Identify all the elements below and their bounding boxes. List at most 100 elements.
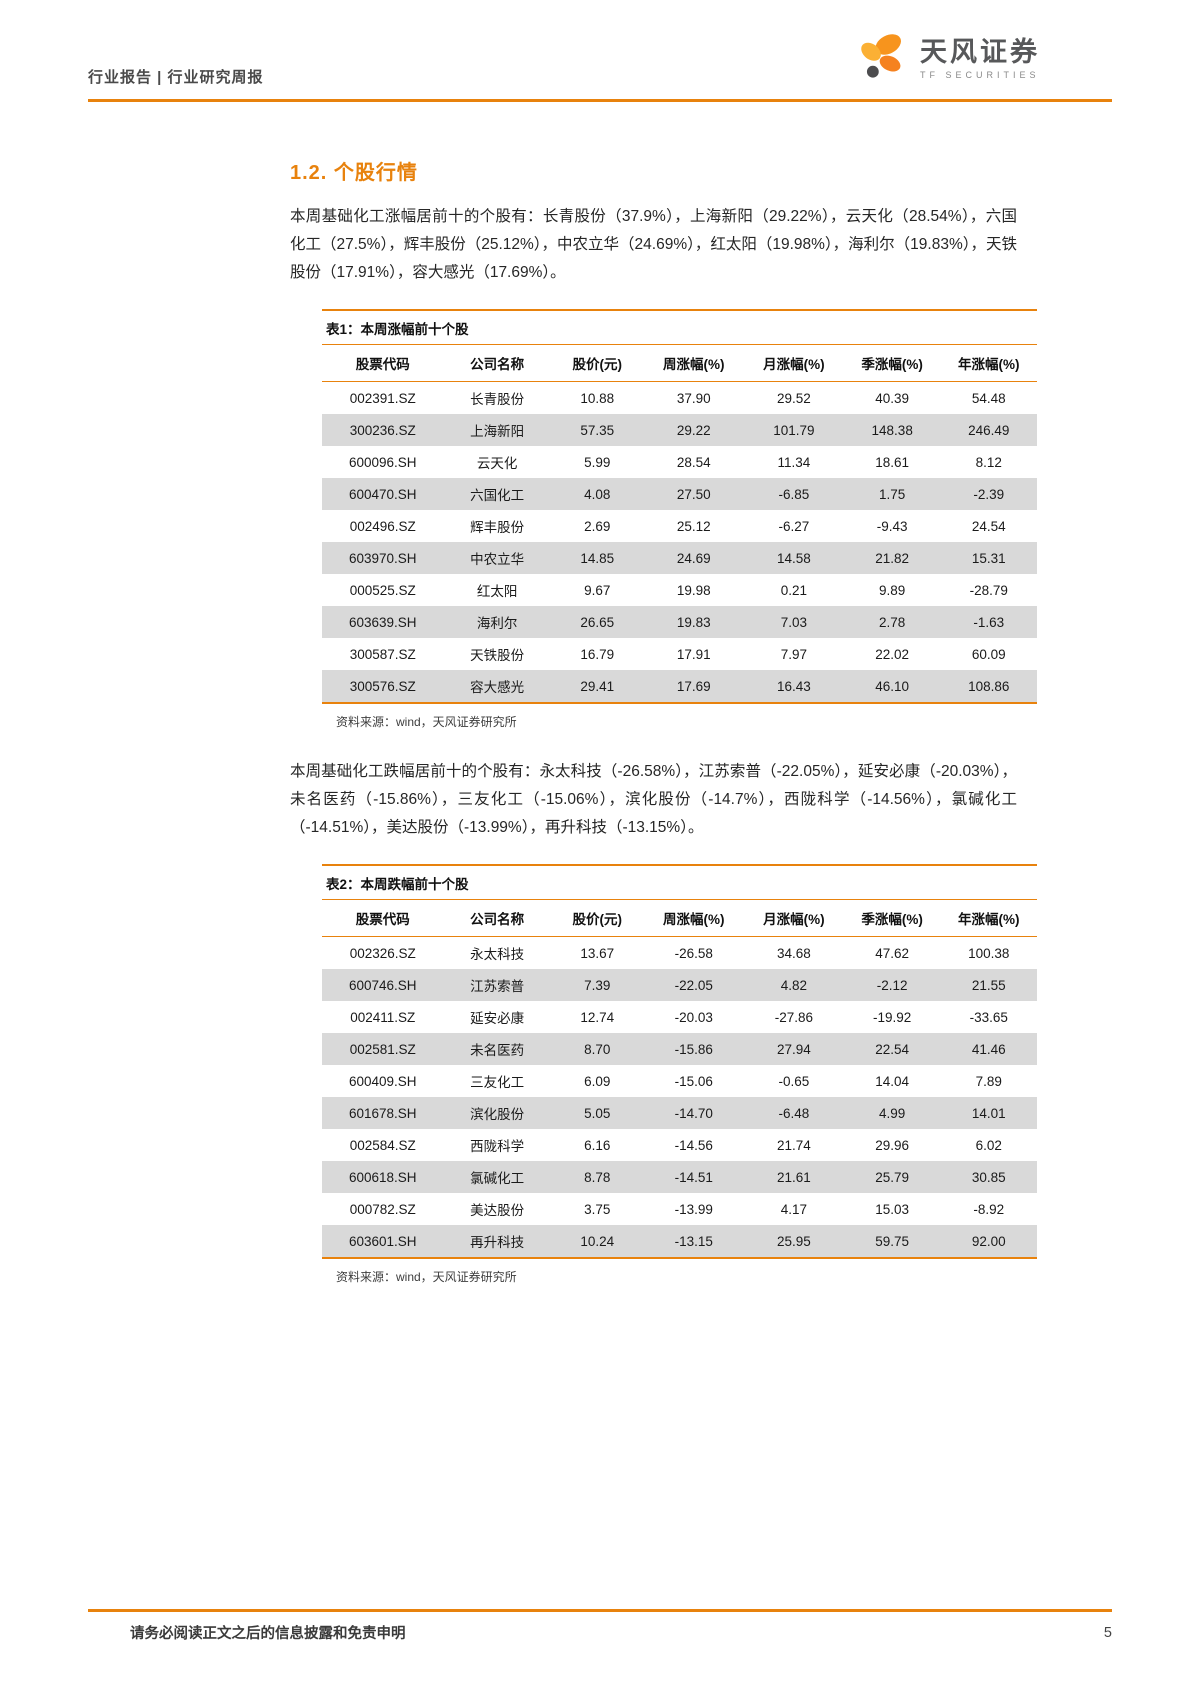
table-title: 表1：本周涨幅前十个股 [322, 309, 1037, 345]
company-name: 云天化 [476, 456, 518, 471]
month-change: 21.74 [776, 1137, 811, 1153]
price: 6.09 [584, 1073, 611, 1089]
quarter-change: 25.79 [875, 1169, 910, 1185]
year-change: 24.54 [971, 518, 1006, 534]
month-change: 16.43 [776, 678, 811, 694]
stock-row: 600470.SH 六国化工 4.08 27.50 -6.85 1.75 -2.39 [322, 478, 1037, 510]
stock-code: 002496.SZ [349, 518, 416, 534]
year-change: 15.31 [971, 550, 1006, 566]
price: 26.65 [580, 614, 615, 630]
week-change: -13.99 [674, 1201, 713, 1217]
month-change: 7.03 [780, 614, 808, 630]
quarter-change: 40.39 [875, 390, 910, 406]
stock-row: 300236.SZ 上海新阳 57.35 29.22 101.79 148.38 246.4… [322, 414, 1037, 446]
company-name: 天铁股份 [470, 648, 525, 663]
column-header: 月涨幅(%) [743, 345, 844, 382]
stock-code: 600096.SH [348, 454, 417, 470]
stock-row: 300587.SZ 天铁股份 16.79 17.91 7.97 22.02 60.09 [322, 638, 1037, 670]
report-type-label: 行业报告 | 行业研究周报 [88, 69, 264, 86]
stock-code: 000782.SZ [349, 1201, 416, 1217]
year-change: -1.63 [973, 614, 1005, 630]
stock-row: 600096.SH 云天化 5.99 28.54 11.34 18.61 8.12 [322, 446, 1037, 478]
month-change: -0.65 [778, 1073, 810, 1089]
stock-row: 600409.SH 三友化工 6.09 -15.06 -0.65 14.04 7.89 [322, 1065, 1037, 1097]
month-change: 11.34 [777, 454, 811, 470]
price: 5.05 [584, 1105, 611, 1121]
brand-subtitle: TF SECURITIES [920, 70, 1040, 81]
week-change: -20.03 [674, 1009, 713, 1025]
year-change: 6.02 [975, 1137, 1002, 1153]
company-name: 海利尔 [476, 616, 518, 631]
quarter-change: 148.38 [871, 422, 913, 438]
para-gainers: 本周基础化工涨幅居前十的个股有：长青股份（37.9%），上海新阳（29.22%）… [290, 208, 1017, 281]
stock-code: 601678.SH [348, 1105, 417, 1121]
price: 16.79 [580, 646, 615, 662]
table-header-row: 股票代码 公司名称 股价(元) 周涨幅(%) 月涨幅(%) 季涨幅(%) 年涨幅(%) [322, 900, 1037, 937]
section-title: 1.2. 个股行情 [290, 162, 418, 184]
quarter-change: -19.92 [873, 1009, 912, 1025]
stock-row: 603601.SH 再升科技 10.24 -13.15 25.95 59.75 92.00 [322, 1225, 1037, 1258]
company-name: 三友化工 [470, 1075, 525, 1090]
gainers-table: 股票代码 公司名称 股价(元) 周涨幅(%) 月涨幅(%) 季涨幅(%) 年涨幅(%) 00… [322, 345, 1037, 704]
company-name: 江苏索普 [470, 979, 525, 994]
week-change: -14.70 [674, 1105, 713, 1121]
stock-row: 600746.SH 江苏索普 7.39 -22.05 4.82 -2.12 21.55 [322, 969, 1037, 1001]
month-change: -6.48 [778, 1105, 810, 1121]
company-name: 滨化股份 [470, 1107, 525, 1122]
source-note: 资料来源：wind，天风证券研究所 [336, 1270, 517, 1284]
price: 9.67 [584, 582, 611, 598]
price: 4.08 [584, 486, 611, 502]
stock-row: 002391.SZ 长青股份 10.88 37.90 29.52 40.39 54.48 [322, 382, 1037, 415]
price: 10.24 [580, 1233, 615, 1249]
month-change: -6.85 [778, 486, 810, 502]
quarter-change: -9.43 [876, 518, 908, 534]
stock-row: 603970.SH 中农立华 14.85 24.69 14.58 21.82 15.31 [322, 542, 1037, 574]
company-name: 西陇科学 [470, 1139, 525, 1154]
month-change: 0.21 [780, 582, 808, 598]
company-name: 中农立华 [470, 552, 525, 567]
year-change: 54.48 [971, 390, 1006, 406]
page-number: 5 [1103, 1624, 1112, 1641]
price: 2.69 [584, 518, 611, 534]
company-name: 永太科技 [470, 947, 525, 962]
stock-code: 000525.SZ [349, 582, 416, 598]
column-header: 公司名称 [443, 345, 551, 382]
quarter-change: 22.54 [875, 1041, 910, 1057]
year-change: -8.92 [973, 1201, 1005, 1217]
main-content: 1.2. 个股行情 本周基础化工涨幅居前十的个股有：长青股份（37.9%），上海… [290, 156, 1037, 1313]
price: 5.99 [584, 454, 611, 470]
week-change: -15.06 [674, 1073, 713, 1089]
brand-name: 天风证券 [920, 36, 1040, 67]
week-change: -26.58 [674, 945, 713, 961]
month-change: -6.27 [778, 518, 810, 534]
month-change: 27.94 [776, 1041, 811, 1057]
stock-row: 002326.SZ 永太科技 13.67 -26.58 34.68 47.62 100.38 [322, 937, 1037, 970]
brand-logo: 天风证券 TF SECURITIES [852, 30, 1040, 88]
stock-row: 300576.SZ 容大感光 29.41 17.69 16.43 46.10 108.86 [322, 670, 1037, 703]
stock-code: 600746.SH [348, 977, 417, 993]
price: 8.70 [584, 1041, 611, 1057]
stock-code: 002584.SZ [349, 1137, 416, 1153]
company-name: 辉丰股份 [470, 520, 525, 535]
price: 29.41 [580, 678, 615, 694]
quarter-change: 46.10 [875, 678, 910, 694]
year-change: 60.09 [971, 646, 1006, 662]
quarter-change: 9.89 [879, 582, 906, 598]
stock-code: 300576.SZ [349, 678, 416, 694]
stock-code: 002411.SZ [350, 1009, 416, 1025]
quarter-change: 1.75 [879, 486, 906, 502]
week-change: 37.90 [676, 390, 711, 406]
company-name: 长青股份 [470, 392, 525, 407]
column-header: 公司名称 [443, 900, 551, 937]
stock-row: 002584.SZ 西陇科学 6.16 -14.56 21.74 29.96 6.02 [322, 1129, 1037, 1161]
week-change: 27.50 [676, 486, 711, 502]
quarter-change: 14.04 [875, 1073, 910, 1089]
month-change: 25.95 [776, 1233, 811, 1249]
company-name: 上海新阳 [470, 424, 525, 439]
week-change: 19.83 [676, 614, 711, 630]
stock-row: 601678.SH 滨化股份 5.05 -14.70 -6.48 4.99 14.01 [322, 1097, 1037, 1129]
source-note: 资料来源：wind，天风证券研究所 [336, 715, 517, 729]
week-change: 29.22 [676, 422, 711, 438]
year-change: 21.55 [971, 977, 1006, 993]
